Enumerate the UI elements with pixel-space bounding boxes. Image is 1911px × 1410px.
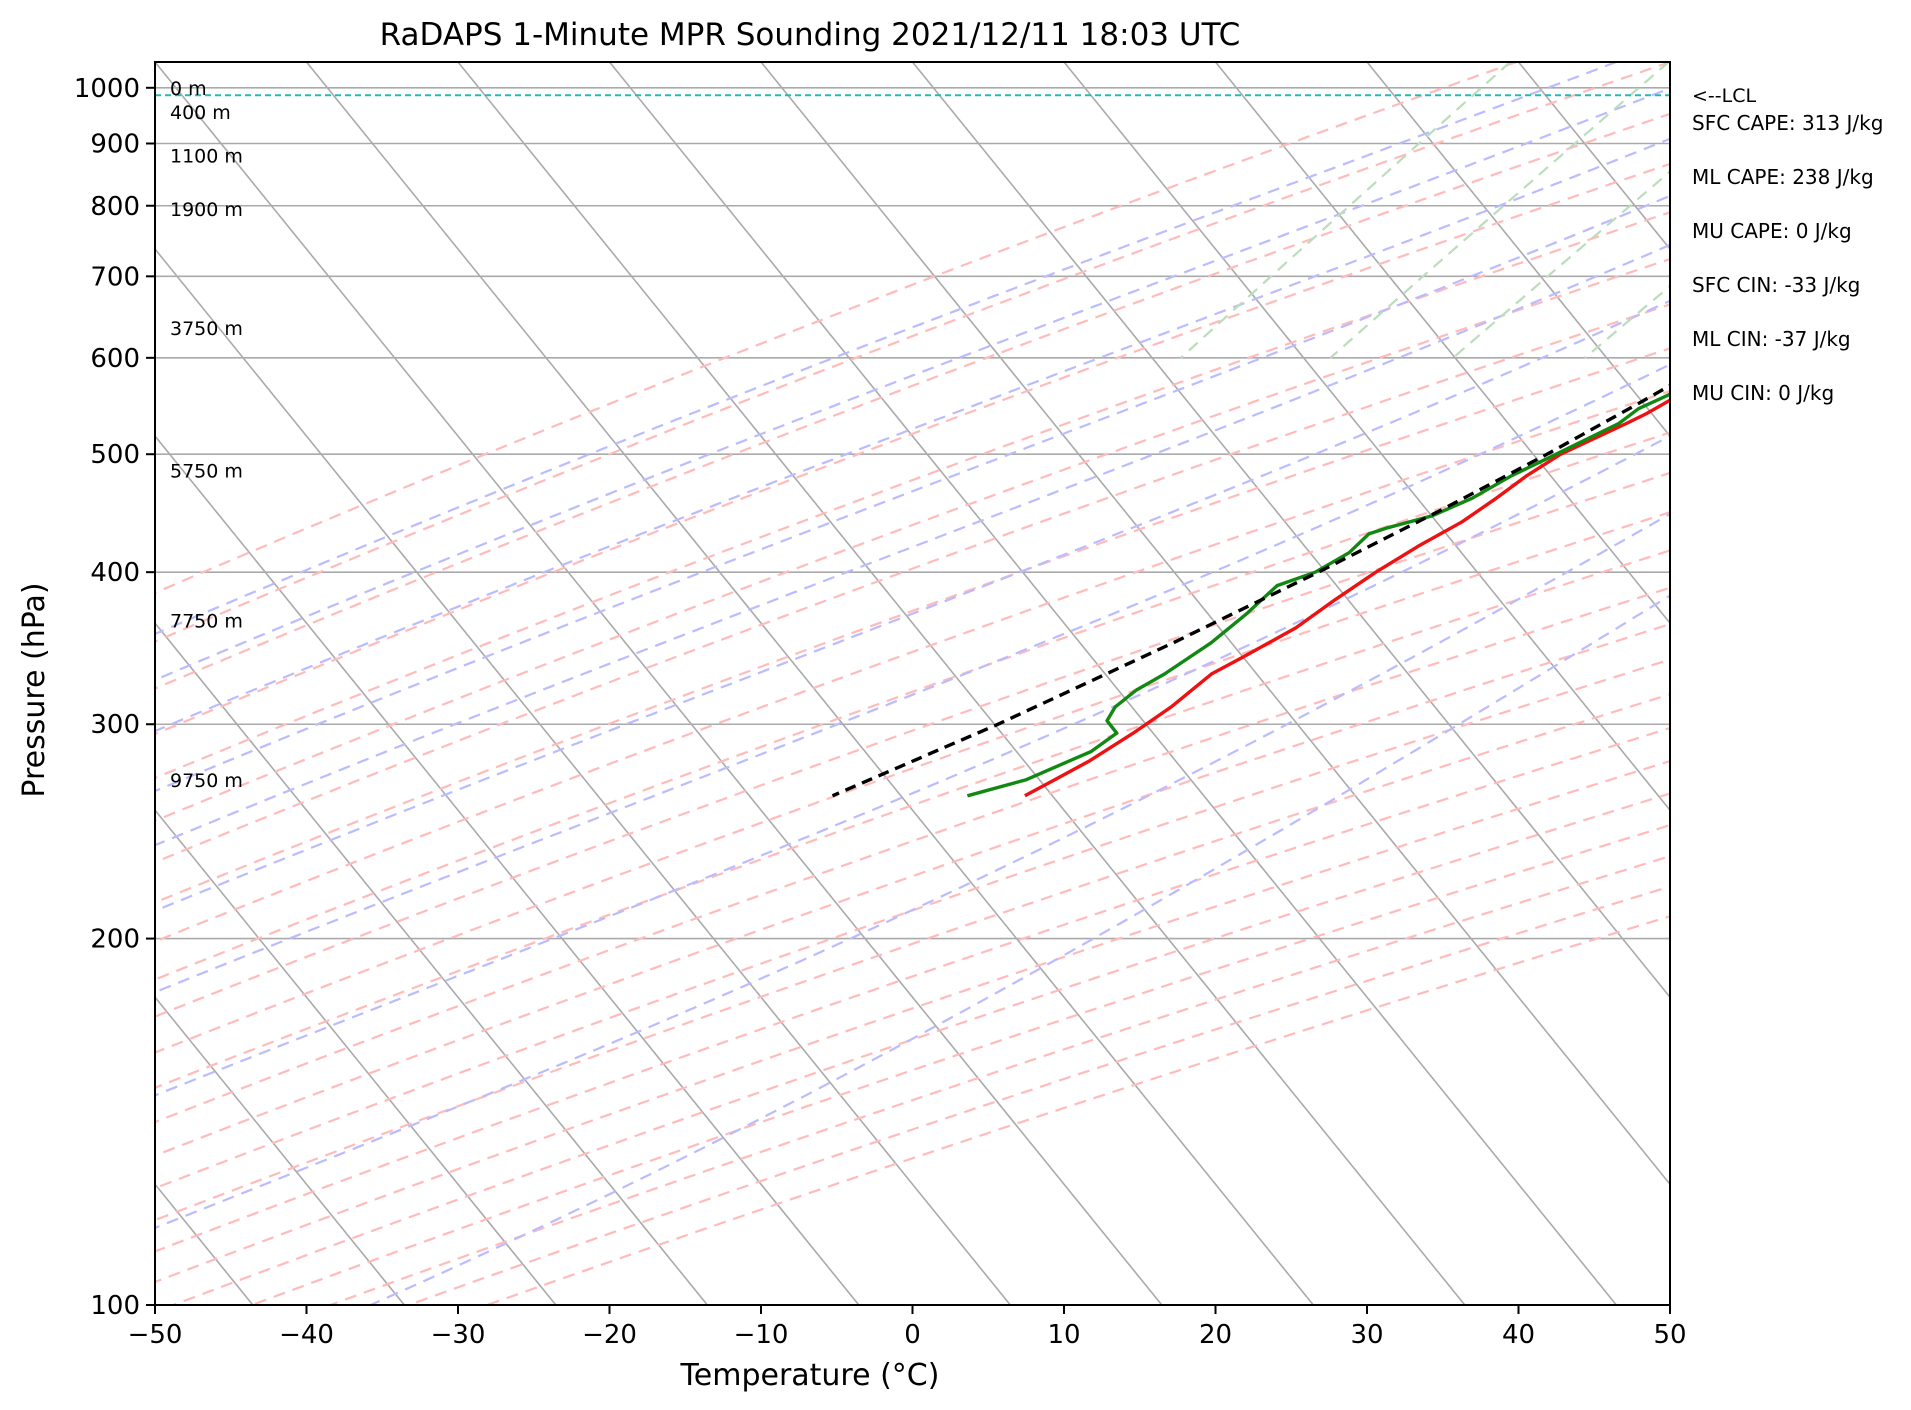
y-tick-label: 800 — [90, 192, 140, 222]
y-tick-label: 600 — [90, 344, 140, 374]
stat-line: MU CAPE: 0 J/kg — [1692, 219, 1852, 243]
height-label: 1900 m — [170, 199, 243, 221]
stat-line: ML CIN: -37 J/kg — [1692, 327, 1851, 351]
height-label: 400 m — [170, 102, 231, 124]
stat-line: MU CIN: 0 J/kg — [1692, 381, 1834, 405]
x-tick-label: 40 — [1502, 1320, 1535, 1350]
lcl-label: <--LCL — [1692, 85, 1756, 107]
y-tick-label: 300 — [90, 710, 140, 740]
height-label: 5750 m — [170, 460, 243, 482]
height-label: 9750 m — [170, 770, 243, 792]
y-axis-title: Pressure (hPa) — [17, 582, 52, 797]
x-tick-label: 10 — [1047, 1320, 1080, 1350]
y-tick-label: 100 — [90, 1291, 140, 1321]
y-tick-label: 700 — [90, 262, 140, 292]
height-label: 1100 m — [170, 145, 243, 167]
x-tick-label: 30 — [1350, 1320, 1383, 1350]
chart-title: RaDAPS 1-Minute MPR Sounding 2021/12/11 … — [380, 17, 1241, 53]
x-tick-label: −20 — [582, 1320, 637, 1350]
x-tick-label: −40 — [279, 1320, 334, 1350]
x-tick-label: 50 — [1653, 1320, 1686, 1350]
x-tick-label: −10 — [734, 1320, 789, 1350]
x-tick-label: 20 — [1199, 1320, 1232, 1350]
x-axis-title: Temperature (°C) — [680, 1358, 940, 1393]
height-label: 7750 m — [170, 611, 243, 633]
stat-line: ML CAPE: 238 J/kg — [1692, 165, 1874, 189]
stat-line: SFC CAPE: 313 J/kg — [1692, 111, 1883, 135]
y-tick-label: 400 — [90, 558, 140, 588]
y-tick-label: 1000 — [74, 74, 140, 104]
y-tick-label: 500 — [90, 440, 140, 470]
y-tick-label: 200 — [90, 925, 140, 955]
stat-line: SFC CIN: -33 J/kg — [1692, 273, 1860, 297]
height-label: 3750 m — [170, 318, 243, 340]
height-label: 0 m — [170, 78, 207, 100]
x-tick-label: −30 — [431, 1320, 486, 1350]
x-tick-label: −50 — [128, 1320, 183, 1350]
y-tick-label: 900 — [90, 129, 140, 159]
x-tick-label: 0 — [904, 1320, 921, 1350]
